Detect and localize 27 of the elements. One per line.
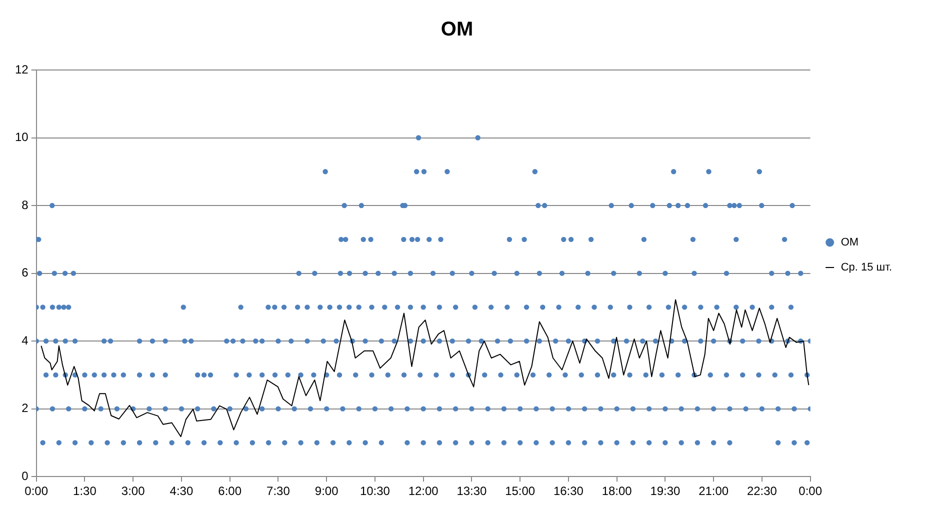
x-tick-label: 9:00 [314,484,339,498]
x-tick-label: 3:00 [121,484,146,498]
x-tick-label: 22:30 [746,484,778,498]
x-tick-label: 12:00 [408,484,439,498]
y-tick-label: 2 [22,401,29,416]
legend-label: Ср. 15 шт. [840,262,892,274]
x-tick-label: 16:30 [553,484,584,498]
y-tick-label: 6 [22,266,29,280]
x-tick-label: 13:30 [456,484,488,498]
x-tick-label: 1:30 [73,484,97,498]
x-tick-label: 10:30 [360,484,390,498]
x-tick-label: 0:00 [798,484,822,498]
y-tick-label: 10 [14,130,29,144]
y-tick-label: 4 [22,333,29,348]
x-tick-label: 15:00 [505,484,536,498]
y-tick-label: 12 [14,62,29,76]
x-tick-label: 7:30 [266,484,290,498]
x-tick-label: 21:00 [698,484,729,498]
legend-label: ОМ [840,236,859,249]
y-tick-label: 8 [22,198,29,212]
x-tick-label: 6:00 [218,484,242,498]
y-tick-label: 0 [22,468,29,483]
chart-title: ОМ [440,18,474,41]
x-tick-label: 4:30 [170,484,194,498]
x-tick-label: 18:00 [602,484,632,498]
x-tick-label: 0:00 [24,484,48,498]
x-tick-label: 19:30 [650,484,681,498]
